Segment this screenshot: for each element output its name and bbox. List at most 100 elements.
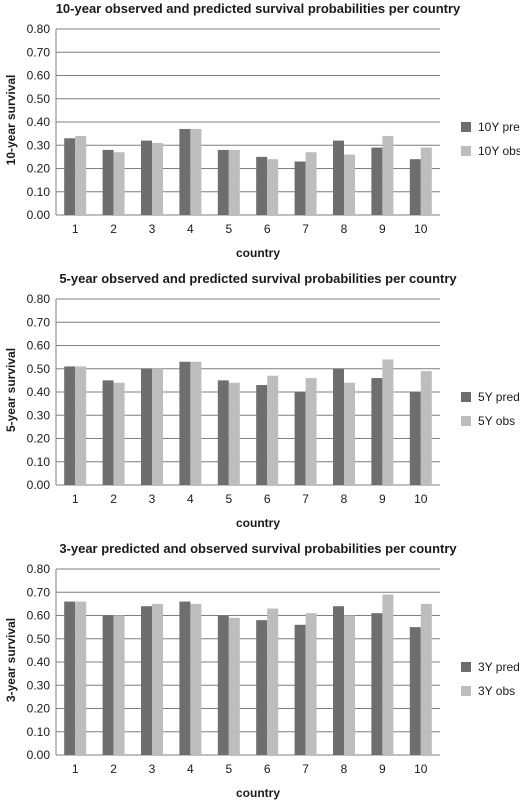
x-tick-label: 10 [414, 762, 428, 776]
legend-label: 3Y obs [478, 684, 515, 698]
bar-5y-obs [344, 382, 355, 485]
bar-10y-obs [305, 152, 317, 215]
bar-10y-pred [333, 140, 344, 215]
legend-swatch [461, 686, 471, 696]
bar-10y-obs [75, 135, 87, 215]
y-tick-label: 0.30 [27, 138, 51, 152]
y-tick-label: 0.30 [27, 678, 51, 692]
bar-3y-obs [113, 615, 125, 755]
legend-label: 3Y pred [478, 660, 520, 674]
chart-title: 10-year observed and predicted survival … [56, 1, 461, 16]
x-tick-label: 9 [379, 762, 386, 776]
x-tick-label: 4 [187, 762, 194, 776]
bar-5y-obs [382, 359, 394, 485]
bar-3y-obs [382, 594, 394, 755]
x-tick-label: 9 [379, 222, 386, 236]
y-tick-label: 0.00 [27, 478, 51, 492]
bar-10y-obs [113, 152, 125, 215]
x-tick-label: 8 [341, 222, 348, 236]
y-axis-label: 3-year survival [4, 618, 18, 702]
chart-5-year-svg: 5-year observed and predicted survival p… [4, 271, 520, 530]
y-tick-label: 0.60 [27, 69, 51, 83]
y-tick-label: 0.20 [27, 702, 51, 716]
bar-5y-obs [267, 375, 279, 485]
x-tick-label: 2 [110, 762, 117, 776]
bar-5y-pred [371, 378, 383, 485]
bar-10y-obs [344, 154, 355, 215]
bar-10y-obs [420, 147, 432, 215]
bar-3y-obs [190, 603, 202, 755]
bar-3y-pred [256, 620, 268, 755]
legend-swatch [461, 146, 471, 156]
bar-10y-pred [217, 149, 229, 215]
bar-5y-pred [141, 368, 152, 485]
x-axis-label: country [236, 516, 280, 530]
y-tick-label: 0.20 [27, 162, 51, 176]
x-tick-label: 1 [72, 762, 79, 776]
bar-10y-pred [294, 161, 306, 215]
x-tick-label: 1 [72, 222, 79, 236]
y-tick-label: 0.50 [27, 92, 51, 106]
bar-10y-pred [102, 149, 114, 215]
bar-3y-pred [179, 601, 191, 755]
chart-3-year-svg: 3-year predicted and observed survival p… [4, 541, 520, 800]
chart-10-year: 10-year observed and predicted survival … [0, 0, 520, 265]
y-tick-label: 0.40 [27, 385, 51, 399]
y-tick-label: 0.50 [27, 362, 51, 376]
bar-5y-pred [102, 380, 114, 485]
x-tick-label: 9 [379, 492, 386, 506]
x-tick-label: 1 [72, 492, 79, 506]
y-tick-label: 0.80 [27, 22, 51, 36]
x-tick-label: 3 [149, 222, 156, 236]
y-tick-label: 0.00 [27, 208, 51, 222]
bar-10y-pred [179, 128, 191, 215]
legend-swatch [461, 662, 471, 672]
chart-10-year-svg: 10-year observed and predicted survival … [4, 1, 520, 260]
bar-5y-pred [64, 366, 76, 485]
y-tick-label: 0.30 [27, 408, 51, 422]
y-tick-label: 0.10 [27, 725, 51, 739]
x-tick-label: 3 [149, 492, 156, 506]
x-tick-label: 2 [110, 222, 117, 236]
bar-3y-obs [267, 608, 279, 755]
chart-3-year: 3-year predicted and observed survival p… [0, 540, 520, 805]
chart-title: 3-year predicted and observed survival p… [59, 541, 457, 556]
legend-label: 5Y obs [478, 414, 515, 428]
x-tick-label: 6 [264, 762, 271, 776]
bar-5y-pred [179, 361, 191, 485]
bar-10y-pred [256, 156, 268, 215]
bar-5y-obs [190, 361, 202, 485]
x-tick-label: 4 [187, 222, 194, 236]
y-axis-label: 5-year survival [4, 348, 18, 432]
x-axis-label: country [236, 246, 280, 260]
bar-3y-obs [228, 617, 240, 755]
bar-3y-obs [75, 601, 87, 755]
bar-5y-obs [420, 371, 432, 485]
y-tick-label: 0.80 [27, 562, 51, 576]
bar-5y-obs [113, 382, 125, 485]
bar-10y-pred [371, 147, 383, 215]
legend-label: 5Y pred [478, 390, 520, 404]
y-tick-label: 0.70 [27, 45, 51, 59]
y-tick-label: 0.60 [27, 609, 51, 623]
x-tick-label: 2 [110, 492, 117, 506]
y-tick-label: 0.50 [27, 632, 51, 646]
bar-3y-pred [371, 613, 383, 755]
y-tick-label: 0.80 [27, 292, 51, 306]
x-tick-label: 10 [414, 492, 428, 506]
bar-5y-obs [75, 366, 87, 485]
x-tick-label: 3 [149, 762, 156, 776]
bar-3y-pred [141, 606, 152, 755]
legend-label: 10Y obs [478, 144, 520, 158]
x-tick-label: 5 [225, 222, 232, 236]
bar-10y-pred [409, 159, 421, 215]
x-tick-label: 5 [225, 492, 232, 506]
chart-title: 5-year observed and predicted survival p… [59, 271, 457, 286]
legend-swatch [461, 122, 471, 132]
bar-3y-obs [305, 613, 317, 755]
bar-3y-obs [420, 603, 432, 755]
bar-5y-obs [305, 378, 317, 485]
bar-10y-pred [141, 140, 152, 215]
x-tick-label: 7 [302, 762, 309, 776]
bar-10y-obs [190, 128, 202, 215]
